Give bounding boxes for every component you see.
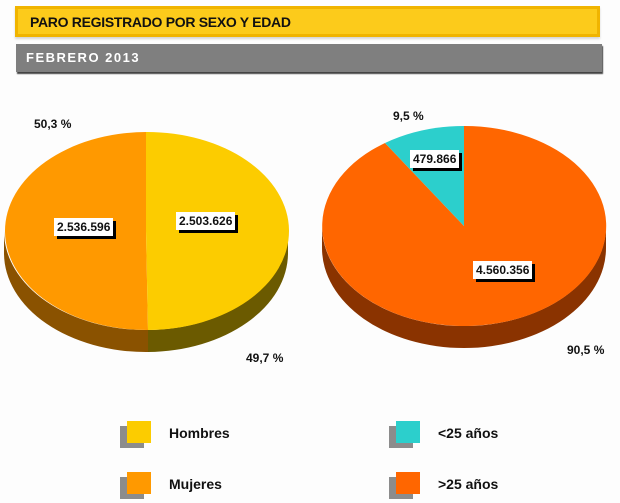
legend-label: Mujeres (169, 476, 222, 492)
pie-edad (322, 125, 607, 348)
chart-subtitle: FEBRERO 2013 (26, 50, 141, 65)
date-bar: FEBRERO 2013 (16, 44, 602, 72)
pie-sexo (3, 131, 290, 353)
pct-label-hombres: 49,7 % (246, 351, 284, 365)
legend-swatch-mujeres (120, 472, 151, 499)
pie-sexo-side-hombres (148, 231, 289, 352)
legend-swatch-mayor25 (389, 472, 420, 499)
pie-edad-side (322, 226, 606, 348)
pie-slice-hombres (146, 131, 290, 330)
legend-label: <25 años (438, 425, 499, 441)
value-label-mujeres: 2.536.596 (54, 218, 114, 236)
chart-title: PARO REGISTRADO POR SEXO Y EDAD (30, 14, 291, 30)
legend-swatch-menor25 (389, 421, 420, 448)
legend-label: >25 años (438, 476, 499, 492)
legend-label: Hombres (169, 425, 230, 441)
value-label-hombres: 2.503.626 (176, 212, 236, 230)
title-bar: PARO REGISTRADO POR SEXO Y EDAD (15, 6, 600, 37)
pct-label-menor25: 9,5 % (393, 109, 424, 123)
pct-label-mujeres: 50,3 % (34, 117, 72, 131)
legend-swatch-hombres (120, 421, 151, 448)
pie-slice-mayor25 (322, 125, 607, 326)
pct-label-mayor25: 90,5 % (567, 343, 605, 357)
pie-sexo-side-mujeres (3, 231, 148, 353)
value-label-mayor25: 4.560.356 (473, 261, 533, 279)
value-label-menor25: 479.866 (410, 150, 460, 168)
